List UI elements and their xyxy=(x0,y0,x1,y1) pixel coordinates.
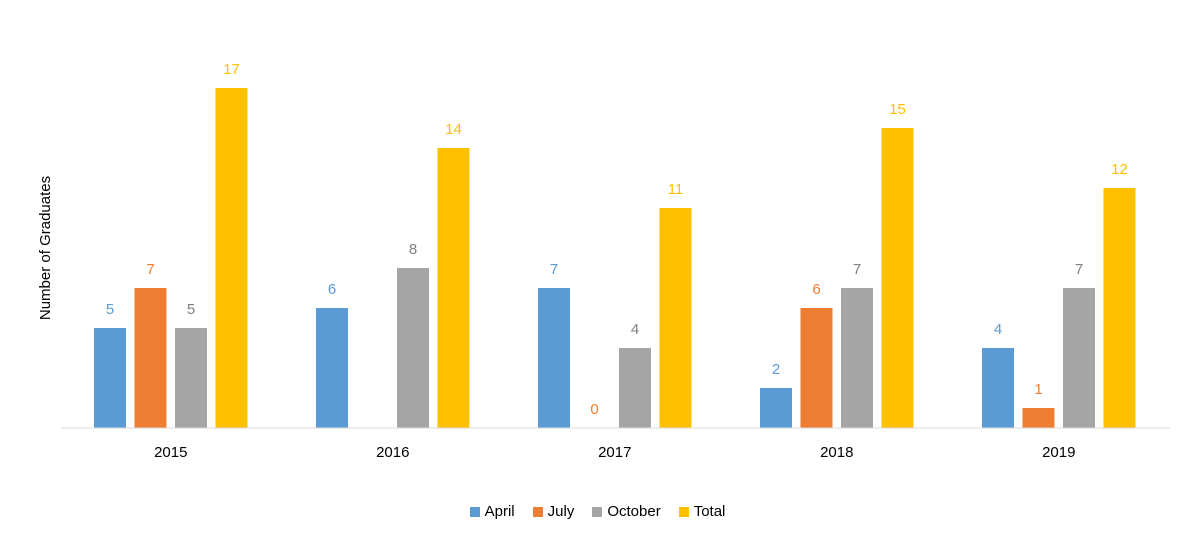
x-tick-labels: 2015 2016 2017 2018 2019 xyxy=(154,444,1075,461)
legend: April July October Total xyxy=(0,503,1195,520)
data-label-october-2017: 4 xyxy=(631,321,639,338)
bar-april-2017 xyxy=(538,288,570,428)
data-label-october-2015: 5 xyxy=(187,301,195,318)
y-axis-label: Number of Graduates xyxy=(37,176,54,320)
data-label-july-2019: 1 xyxy=(1034,381,1042,398)
legend-swatch-july xyxy=(532,506,543,517)
legend-swatch-october xyxy=(592,506,603,517)
data-label-october-2019: 7 xyxy=(1075,261,1083,278)
legend-label-october: October xyxy=(607,503,661,520)
bar-july-2018 xyxy=(800,308,833,428)
data-label-total-2017: 11 xyxy=(668,181,684,198)
bar-october-2017 xyxy=(619,348,651,428)
bar-april-2016 xyxy=(316,308,348,428)
data-label-july-2017: 0 xyxy=(590,401,598,418)
data-label-total-2015: 17 xyxy=(223,61,240,78)
data-label-july-2015: 7 xyxy=(146,261,154,278)
data-label-october-2018: 7 xyxy=(853,261,861,278)
x-tick-label-2016: 2016 xyxy=(376,444,409,461)
bar-october-2019 xyxy=(1063,288,1095,428)
data-label-april-2016: 6 xyxy=(328,281,336,298)
bar-total-2015 xyxy=(215,88,248,428)
bar-april-2019 xyxy=(982,348,1014,428)
bar-total-2018 xyxy=(881,128,914,428)
data-label-april-2017: 7 xyxy=(550,261,558,278)
legend-label-april: April xyxy=(484,503,515,520)
legend-swatch-april xyxy=(469,506,480,517)
data-label-total-2016: 14 xyxy=(445,121,462,138)
bar-july-2015 xyxy=(134,288,167,428)
bar-october-2015 xyxy=(175,328,207,428)
bars-group xyxy=(94,88,1136,428)
data-label-april-2018: 2 xyxy=(772,361,780,378)
x-tick-label-2019: 2019 xyxy=(1042,444,1075,461)
data-label-april-2019: 4 xyxy=(994,321,1002,338)
data-label-july-2018: 6 xyxy=(812,281,820,298)
x-tick-label-2015: 2015 xyxy=(154,444,187,461)
legend-item-july: July xyxy=(532,503,575,520)
data-label-total-2019: 12 xyxy=(1111,161,1128,178)
bar-total-2016 xyxy=(437,148,470,428)
bar-total-2017 xyxy=(659,208,692,428)
bar-april-2015 xyxy=(94,328,126,428)
legend-item-total: Total xyxy=(678,503,726,520)
legend-item-october: October xyxy=(592,503,661,520)
x-tick-label-2017: 2017 xyxy=(598,444,631,461)
legend-item-april: April xyxy=(469,503,515,520)
bar-july-2019 xyxy=(1022,408,1055,428)
bar-october-2016 xyxy=(397,268,429,428)
bar-total-2019 xyxy=(1103,188,1136,428)
legend-swatch-total xyxy=(678,506,689,517)
data-label-april-2015: 5 xyxy=(106,301,114,318)
legend-label-july: July xyxy=(547,503,575,520)
bar-april-2018 xyxy=(760,388,792,428)
data-label-october-2016: 8 xyxy=(409,241,417,258)
data-label-total-2018: 15 xyxy=(889,101,906,118)
bar-october-2018 xyxy=(841,288,873,428)
x-tick-label-2018: 2018 xyxy=(820,444,853,461)
legend-label-total: Total xyxy=(693,503,726,520)
